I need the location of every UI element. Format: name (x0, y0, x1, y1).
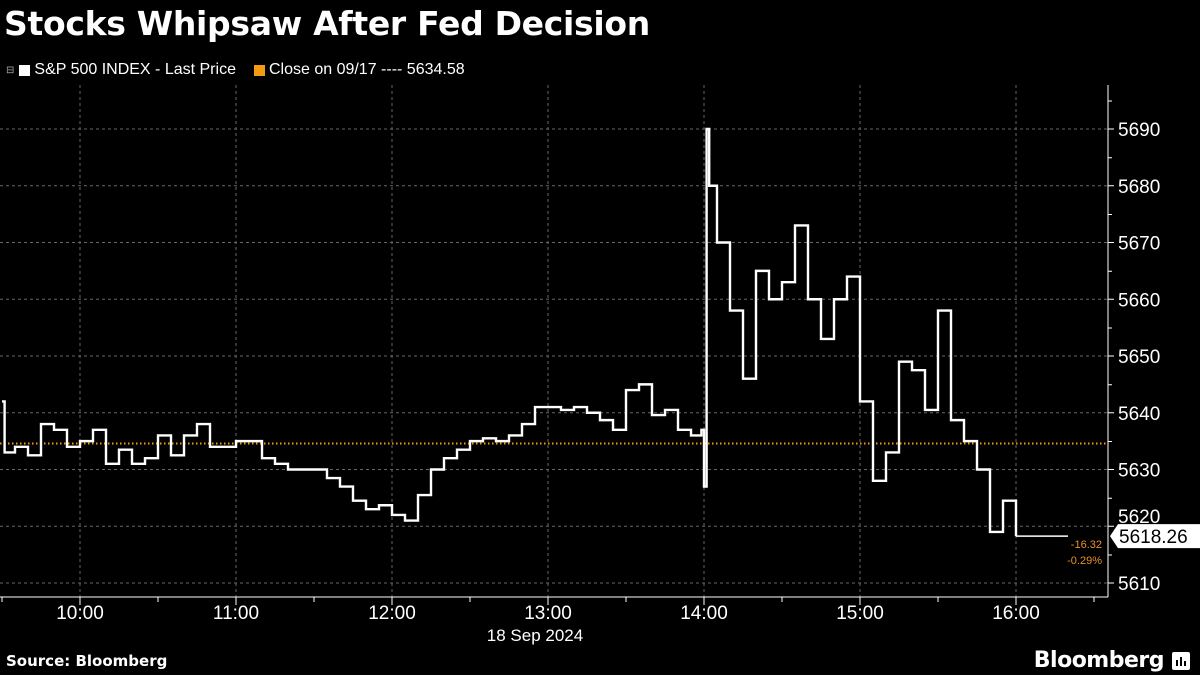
x-axis-date-label: 18 Sep 2024 (487, 626, 583, 645)
y-tick-label: 5610 (1118, 574, 1160, 595)
legend-item-close[interactable]: Close on 09/17 ---- 5634.58 (253, 61, 465, 79)
legend-close-label: Close on 09/17 ---- 5634.58 (268, 61, 465, 78)
y-tick-label: 5620 (1118, 507, 1160, 528)
x-tick-label: 12:00 (368, 603, 416, 624)
y-tick-label: 5650 (1118, 347, 1160, 368)
collapse-toggle-icon[interactable]: ⊟ (6, 64, 15, 76)
brand-name: Bloomberg (1033, 648, 1165, 673)
bloomberg-logo: Bloomberg (1034, 648, 1190, 673)
series-swatch-icon (19, 64, 31, 76)
x-tick-label: 10:00 (56, 603, 104, 624)
x-tick-label: 14:00 (680, 603, 728, 624)
close-swatch-icon (253, 64, 265, 76)
legend-series-label: S&P 500 INDEX - Last Price (34, 61, 236, 78)
chart-title: Stocks Whipsaw After Fed Decision (4, 4, 650, 43)
y-tick-label: 5630 (1118, 461, 1160, 482)
bloomberg-chart-badge-icon (1172, 651, 1190, 670)
last-price-label: 5618.26 (1119, 527, 1188, 548)
y-tick-label: 5660 (1118, 290, 1160, 311)
legend-item-series[interactable]: ⊟ S&P 500 INDEX - Last Price (6, 61, 236, 79)
y-tick-label: 5670 (1118, 234, 1160, 255)
legend: ⊟ S&P 500 INDEX - Last Price Close on 09… (6, 61, 479, 79)
x-tick-label: 16:00 (992, 603, 1040, 624)
x-tick-label: 15:00 (836, 603, 884, 624)
change-label: -16.32 (1071, 539, 1102, 551)
series-line-sp500 (2, 127, 1018, 537)
source-note: Source: Bloomberg (6, 652, 168, 670)
change-pct-label: -0.29% (1067, 555, 1102, 567)
x-tick-label: 13:00 (524, 603, 572, 624)
y-tick-label: 5680 (1118, 177, 1160, 198)
last-price-tag: 5618.26 (1110, 524, 1200, 549)
y-tick-label: 5640 (1118, 404, 1160, 425)
x-tick-label: 11:00 (213, 603, 259, 624)
y-tick-label: 5690 (1118, 120, 1160, 141)
